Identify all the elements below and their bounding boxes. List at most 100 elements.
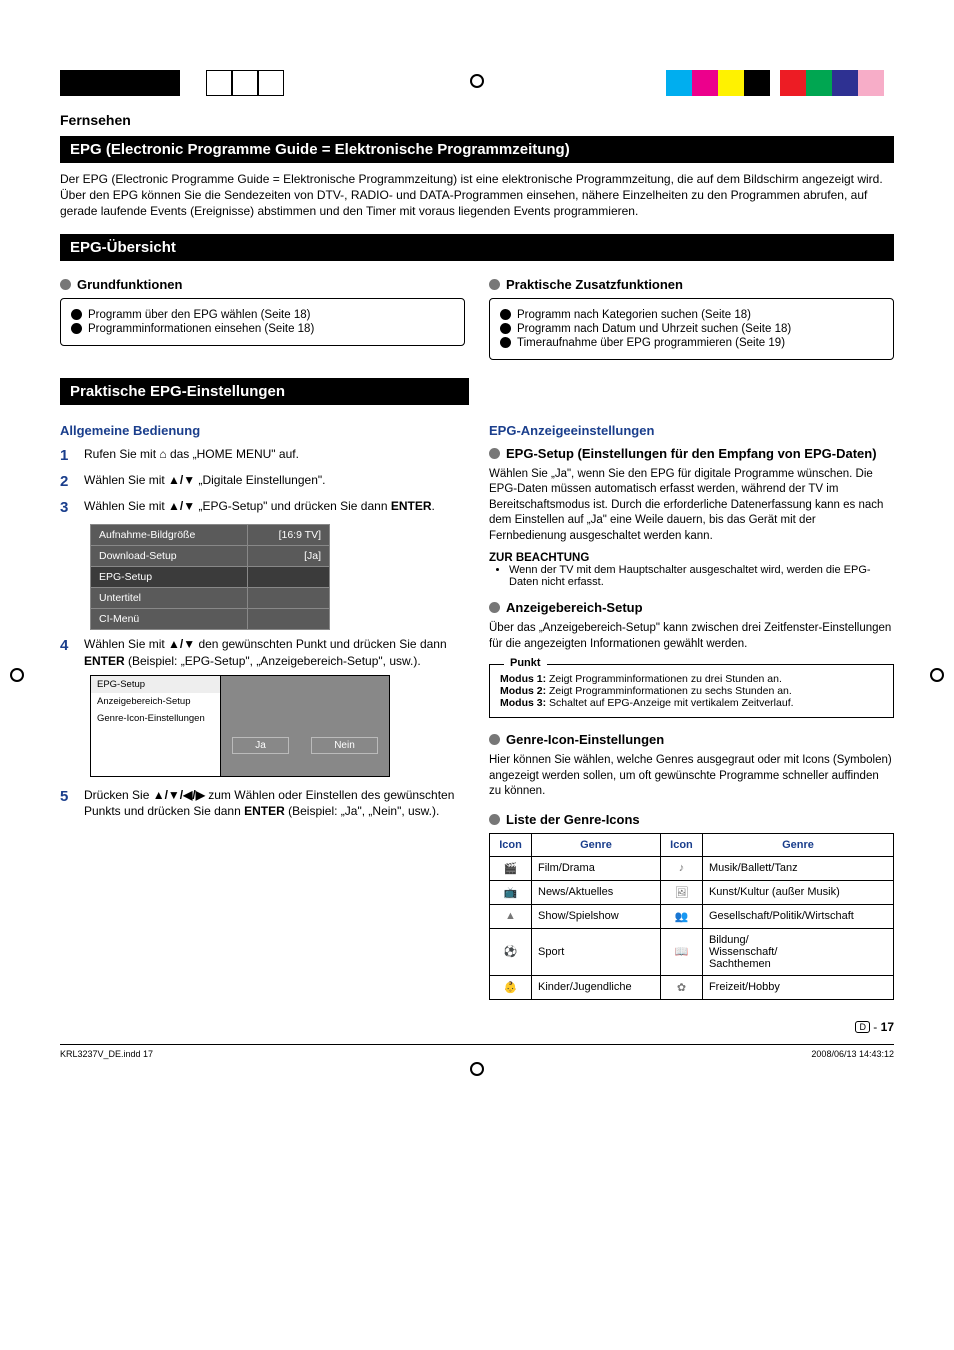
menu-row: Download-Setup[Ja] — [91, 546, 330, 567]
bullet-icon — [71, 323, 82, 334]
genre-name: Sport — [532, 928, 661, 975]
footer-left: KRL3237V_DE.indd 17 — [60, 1049, 153, 1059]
genre-icon: ✿ — [660, 975, 702, 999]
section-label: Fernsehen — [60, 112, 894, 128]
bullet-icon — [489, 448, 500, 459]
note-item: Wenn der TV mit dem Hauptschalter ausges… — [509, 564, 894, 588]
func-item: Programm nach Datum und Uhrzeit suchen (… — [500, 323, 883, 335]
bullet-icon — [500, 337, 511, 348]
func-item: Programminformationen einsehen (Seite 18… — [71, 323, 454, 335]
lang-code: D — [855, 1021, 870, 1033]
epg-setup-text: Wählen Sie „Ja", wenn Sie den EPG für di… — [489, 467, 894, 545]
anzeige-heading: Anzeigebereich-Setup — [489, 600, 894, 615]
genre-row: 🎬Film/Drama♪Musik/Ballett/Tanz — [490, 856, 894, 880]
step5-list: 5 Drücken Sie ▲/▼/◀/▶ zum Wählen oder Ei… — [60, 787, 465, 819]
menu-label: Untertitel — [91, 588, 248, 609]
yes-option: Ja — [232, 737, 289, 754]
menu-row: CI-Menü — [91, 609, 330, 630]
arrow-icon: ▲/▼ — [168, 637, 195, 651]
setup-item: EPG-Setup — [91, 676, 220, 693]
footer-right: 2008/06/13 14:43:12 — [811, 1049, 894, 1059]
bullet-icon — [489, 734, 500, 745]
genre-name: Kinder/Jugendliche — [532, 975, 661, 999]
setup-right-panel: Ja Nein — [221, 676, 389, 776]
allgemeine-heading: Allgemeine Bedienung — [60, 423, 465, 438]
th-genre: Genre — [702, 833, 893, 856]
func-item: Timeraufnahme über EPG programmieren (Se… — [500, 337, 883, 349]
setup-item: Anzeigebereich-Setup — [91, 693, 220, 710]
note-heading: ZUR BEACHTUNG — [489, 552, 894, 564]
menu-row: Aufnahme-Bildgröße[16:9 TV] — [91, 525, 330, 546]
genre-row: 📺News/Aktuelles🖼Kunst/Kultur (außer Musi… — [490, 880, 894, 904]
genre-name: Kunst/Kultur (außer Musik) — [702, 880, 893, 904]
step-number: 2 — [60, 472, 76, 492]
func-item-text: Programm nach Datum und Uhrzeit suchen (… — [517, 323, 791, 335]
genre-icon: 🎬 — [490, 856, 532, 880]
arrow-icon: ⌂ — [159, 447, 166, 461]
zusatz-heading: Praktische Zusatzfunktionen — [489, 277, 894, 292]
step-4: 4 Wählen Sie mit ▲/▼ den gewünschten Pun… — [60, 636, 465, 668]
title-bar: EPG (Electronic Programme Guide = Elektr… — [60, 136, 894, 163]
genre-name: Musik/Ballett/Tanz — [702, 856, 893, 880]
display-settings-heading: EPG-Anzeigeeinstellungen — [489, 423, 894, 438]
menu-value — [247, 588, 329, 609]
page-content: Fernsehen EPG (Electronic Programme Guid… — [0, 0, 954, 1119]
genre-icon-heading-text: Genre-Icon-Einstellungen — [506, 732, 664, 747]
genre-name: Freizeit/Hobby — [702, 975, 893, 999]
th-genre: Genre — [532, 833, 661, 856]
settings-bar: Praktische EPG-Einstellungen — [60, 378, 469, 405]
th-icon: Icon — [660, 833, 702, 856]
step4-list: 4 Wählen Sie mit ▲/▼ den gewünschten Pun… — [60, 636, 465, 668]
func-item-text: Programm über den EPG wählen (Seite 18) — [88, 309, 310, 321]
genre-name: Film/Drama — [532, 856, 661, 880]
genre-icon: 👥 — [660, 904, 702, 928]
bullet-icon — [489, 602, 500, 613]
menu-value: [16:9 TV] — [247, 525, 329, 546]
genre-list-heading-text: Liste der Genre-Icons — [506, 812, 640, 827]
step-number: 5 — [60, 787, 76, 819]
genre-row: ▲Show/Spielshow👥Gesellschaft/Politik/Wir… — [490, 904, 894, 928]
menu-row: EPG-Setup — [91, 567, 330, 588]
steps-list: 1Rufen Sie mit ⌂ das „HOME MENU" auf. 2Wä… — [60, 446, 465, 519]
menu-label: CI-Menü — [91, 609, 248, 630]
punkt-row: Modus 1: Zeigt Programminformationen zu … — [500, 673, 883, 685]
left-column: Allgemeine Bedienung 1Rufen Sie mit ⌂ da… — [60, 413, 465, 1000]
bullet-icon — [500, 323, 511, 334]
setup-item: Genre-Icon-Einstellungen — [91, 710, 220, 727]
page-number: D - 17 — [60, 1020, 894, 1034]
zusatz-column: Praktische Zusatzfunktionen Programm nac… — [489, 269, 894, 360]
footer: KRL3237V_DE.indd 17 2008/06/13 14:43:12 — [60, 1044, 894, 1059]
grund-heading: Grundfunktionen — [60, 277, 465, 292]
genre-icon: 🖼 — [660, 880, 702, 904]
step-item: 1Rufen Sie mit ⌂ das „HOME MENU" auf. — [60, 446, 465, 466]
step-text: Drücken Sie ▲/▼/◀/▶ zum Wählen oder Eins… — [84, 787, 465, 819]
menu-value — [247, 609, 329, 630]
step-item: 2Wählen Sie mit ▲/▼ „Digitale Einstellun… — [60, 472, 465, 492]
th-icon: Icon — [490, 833, 532, 856]
menu-label: EPG-Setup — [91, 567, 248, 588]
genre-icon: 👶 — [490, 975, 532, 999]
setup-left-list: EPG-SetupAnzeigebereich-SetupGenre-Icon-… — [91, 676, 221, 776]
genre-icon: ⚽ — [490, 928, 532, 975]
note-list: Wenn der TV mit dem Hauptschalter ausges… — [499, 564, 894, 588]
grund-heading-text: Grundfunktionen — [77, 277, 182, 292]
epg-setup-heading-text: EPG-Setup (Einstellungen für den Empfang… — [506, 446, 877, 461]
genre-icon: ▲ — [490, 904, 532, 928]
anzeige-text: Über das „Anzeigebereich-Setup" kann zwi… — [489, 621, 894, 652]
genre-name: Gesellschaft/Politik/Wirtschaft — [702, 904, 893, 928]
genre-name: Bildung/ Wissenschaft/ Sachthemen — [702, 928, 893, 975]
step-5: 5 Drücken Sie ▲/▼/◀/▶ zum Wählen oder Ei… — [60, 787, 465, 819]
genre-icon: 📖 — [660, 928, 702, 975]
page-number-value: 17 — [881, 1020, 894, 1034]
genre-name: News/Aktuelles — [532, 880, 661, 904]
step-number: 1 — [60, 446, 76, 466]
anzeige-heading-text: Anzeigebereich-Setup — [506, 600, 643, 615]
bullet-icon — [489, 279, 500, 290]
intro-text: Der EPG (Electronic Programme Guide = El… — [60, 171, 894, 220]
menu-row: Untertitel — [91, 588, 330, 609]
menu-label: Aufnahme-Bildgröße — [91, 525, 248, 546]
osd-setup-box: EPG-SetupAnzeigebereich-SetupGenre-Icon-… — [90, 675, 390, 777]
menu-value — [247, 567, 329, 588]
func-item: Programm nach Kategorien suchen (Seite 1… — [500, 309, 883, 321]
epg-setup-heading: EPG-Setup (Einstellungen für den Empfang… — [489, 446, 894, 461]
